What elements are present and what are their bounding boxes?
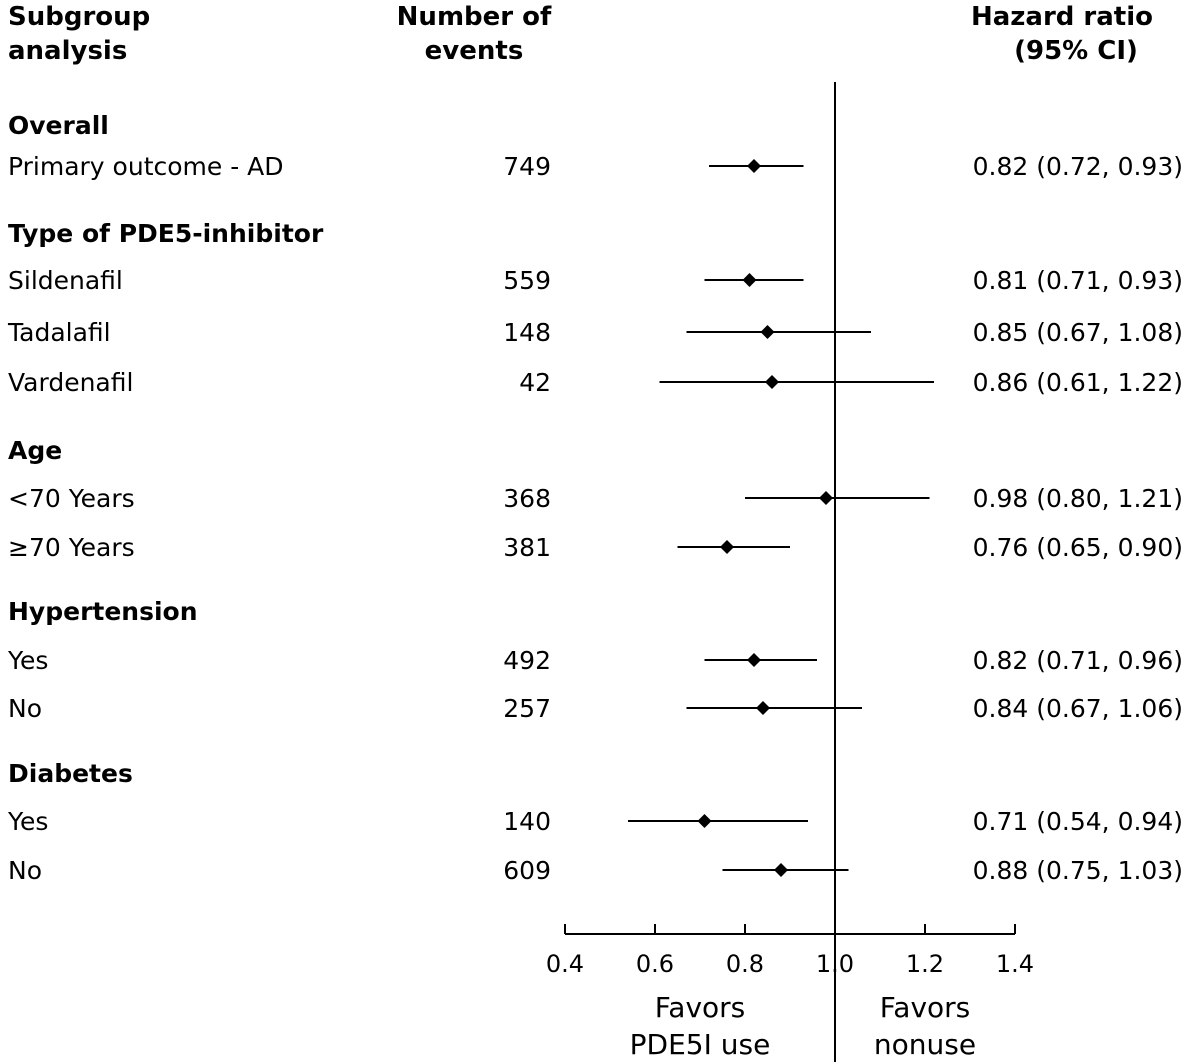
events-count: 257 — [503, 694, 551, 723]
subgroup-row: Yes 140 0.71 (0.54, 0.94) — [7, 807, 1183, 836]
events-count: 749 — [503, 152, 551, 181]
group-row: Hypertension — [8, 597, 198, 626]
x-tick-label: 0.8 — [726, 950, 764, 978]
group-label: Diabetes — [8, 759, 133, 788]
hr-ci-text: 0.88 (0.75, 1.03) — [973, 856, 1183, 885]
hr-ci-text: 0.76 (0.65, 0.90) — [973, 533, 1183, 562]
x-tick-label: 0.4 — [546, 950, 584, 978]
subgroup-row: Yes 492 0.82 (0.71, 0.96) — [7, 646, 1183, 675]
subgroup-label: No — [8, 694, 42, 723]
subgroup-label: <70 Years — [8, 484, 135, 513]
hr-ci-text: 0.84 (0.67, 1.06) — [973, 694, 1183, 723]
subgroup-label: Sildenafil — [8, 266, 123, 295]
events-count: 368 — [503, 484, 551, 513]
header-events-line2: events — [425, 36, 524, 66]
subgroup-label: Vardenafil — [8, 368, 133, 397]
hr-point-marker — [756, 701, 770, 715]
hr-ci-text: 0.98 (0.80, 1.21) — [973, 484, 1183, 513]
favors-right-line1: Favors — [880, 991, 971, 1024]
group-label: Age — [8, 436, 62, 465]
hr-ci-text: 0.71 (0.54, 0.94) — [973, 807, 1183, 836]
x-tick-label: 1.4 — [996, 950, 1034, 978]
hr-point-marker — [720, 540, 734, 554]
group-row: Type of PDE5-inhibitor — [8, 219, 324, 248]
subgroup-row: ≥70 Years 381 0.76 (0.65, 0.90) — [8, 533, 1183, 562]
hr-ci-text: 0.86 (0.61, 1.22) — [973, 368, 1183, 397]
hr-ci-text: 0.85 (0.67, 1.08) — [973, 318, 1183, 347]
header-events-line1: Number of — [397, 2, 552, 32]
events-count: 609 — [503, 856, 551, 885]
forest-rows: Overall Primary outcome - AD 749 0.82 (0.72… — [7, 111, 1183, 885]
x-tick-label: 1.2 — [906, 950, 944, 978]
hr-point-marker — [742, 273, 757, 287]
subgroup-row: No 257 0.84 (0.67, 1.06) — [8, 694, 1183, 723]
hr-point-marker — [819, 491, 833, 505]
group-label: Overall — [8, 111, 109, 140]
group-row: Overall — [8, 111, 109, 140]
subgroup-row: <70 Years 368 0.98 (0.80, 1.21) — [8, 484, 1183, 513]
subgroup-row: No 609 0.88 (0.75, 1.03) — [8, 856, 1183, 885]
hr-point-marker — [697, 814, 712, 828]
group-label: Type of PDE5-inhibitor — [8, 219, 324, 248]
x-tick-label: 0.6 — [636, 950, 674, 978]
header-hr-line1: Hazard ratio — [971, 2, 1153, 32]
events-count: 492 — [503, 646, 551, 675]
favors-right-line2: nonuse — [874, 1028, 976, 1061]
subgroup-label: Yes — [7, 807, 48, 836]
favors-left-line2: PDE5I use — [630, 1028, 771, 1061]
header-subgroup-line2: analysis — [8, 36, 127, 66]
subgroup-label: ≥70 Years — [8, 533, 135, 562]
events-count: 381 — [503, 533, 551, 562]
events-count: 559 — [503, 266, 551, 295]
group-row: Age — [8, 436, 62, 465]
hr-point-marker — [747, 653, 761, 667]
group-label: Hypertension — [8, 597, 198, 626]
hr-point-marker — [774, 863, 788, 877]
subgroup-label: Tadalafil — [7, 318, 111, 347]
header-hr-line2: (95% CI) — [1014, 36, 1138, 66]
favors-left-line1: Favors — [655, 991, 746, 1024]
hr-point-marker — [765, 375, 779, 389]
subgroup-label: No — [8, 856, 42, 885]
subgroup-row: Sildenafil 559 0.81 (0.71, 0.93) — [8, 266, 1183, 295]
hr-point-marker — [760, 325, 775, 339]
hr-ci-text: 0.82 (0.72, 0.93) — [973, 152, 1183, 181]
subgroup-label: Yes — [7, 646, 48, 675]
x-axis: 0.4 0.6 0.8 1.0 1.2 1.4 — [546, 924, 1034, 978]
subgroup-row: Tadalafil 148 0.85 (0.67, 1.08) — [7, 318, 1183, 347]
hr-ci-text: 0.81 (0.71, 0.93) — [973, 266, 1183, 295]
favors-labels: Favors PDE5I use Favors nonuse — [630, 991, 976, 1061]
x-tick-label: 1.0 — [816, 950, 854, 978]
subgroup-label: Primary outcome - AD — [8, 152, 284, 181]
subgroup-row: Primary outcome - AD 749 0.82 (0.72, 0.93) — [8, 152, 1183, 181]
column-headers: Subgroup analysis Number of events Hazar… — [8, 2, 1153, 66]
events-count: 148 — [503, 318, 551, 347]
subgroup-row: Vardenafil 42 0.86 (0.61, 1.22) — [8, 368, 1183, 397]
hr-point-marker — [747, 159, 761, 173]
group-row: Diabetes — [8, 759, 133, 788]
hr-ci-text: 0.82 (0.71, 0.96) — [973, 646, 1183, 675]
header-subgroup-line1: Subgroup — [8, 2, 150, 32]
events-count: 140 — [503, 807, 551, 836]
events-count: 42 — [519, 368, 551, 397]
